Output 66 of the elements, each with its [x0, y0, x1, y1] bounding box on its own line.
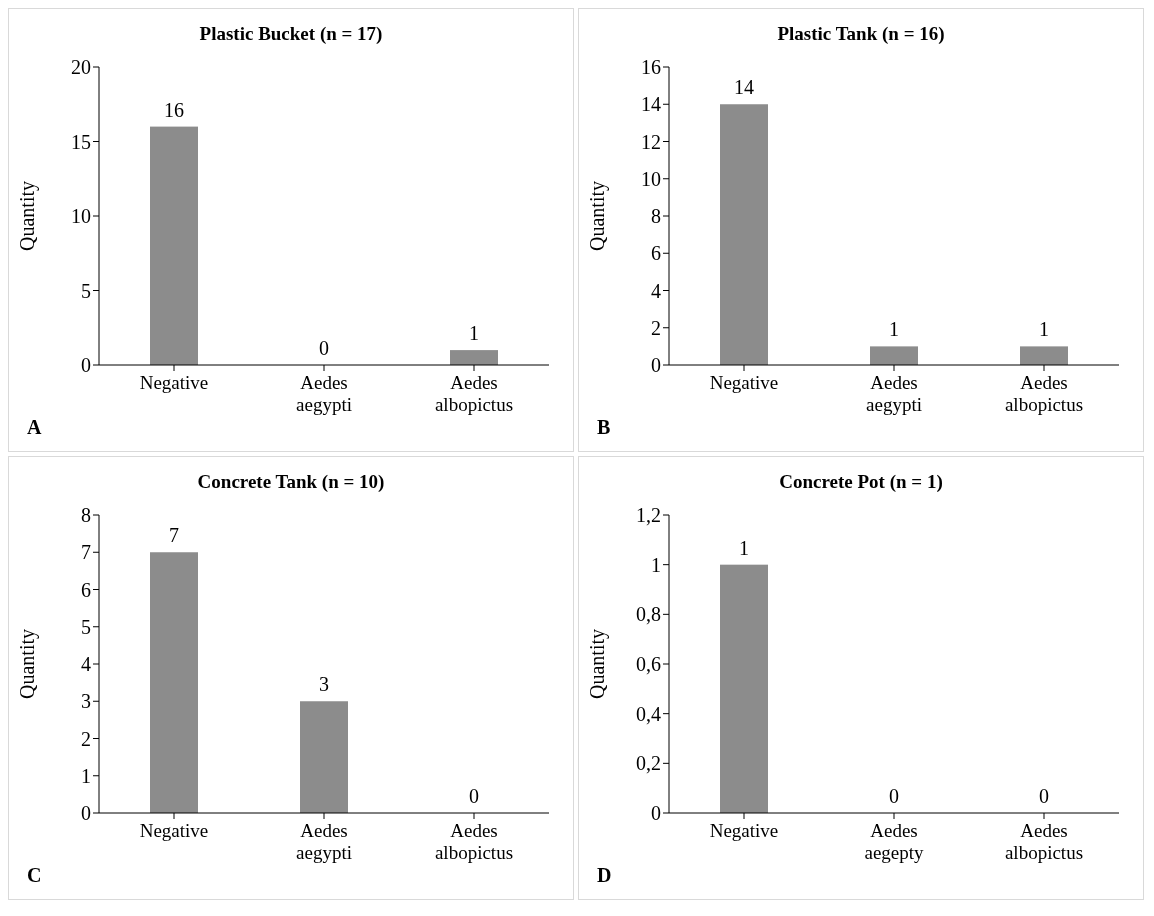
text: A: [27, 416, 42, 439]
y-tick-label: 0: [81, 354, 91, 377]
y-tick-label: 6: [81, 578, 91, 601]
y-tick-label: 1: [651, 553, 661, 576]
y-tick-label: 7: [81, 541, 91, 564]
text: B: [597, 416, 611, 439]
data-label: 3: [319, 673, 329, 696]
chart-title: Plastic Tank (n = 16): [776, 23, 946, 45]
data-label: 16: [164, 98, 184, 121]
data-label: 0: [469, 785, 479, 807]
chart-title: Plastic Bucket (n = 17): [198, 23, 384, 45]
y-tick-label: 12: [641, 130, 661, 153]
y-tick-label: 15: [71, 130, 91, 153]
y-tick-label: 1,2: [636, 504, 661, 527]
data-label: 1: [1039, 318, 1049, 341]
x-tick-label: Aedes albopictus: [434, 372, 514, 415]
chart-title: Concrete Pot (n = 1): [778, 471, 944, 493]
data-label: 1: [469, 322, 479, 345]
y-tick-label: 0: [81, 802, 91, 825]
y-tick-label: 1: [81, 764, 91, 787]
y-tick-label: 0,4: [636, 702, 661, 725]
y-tick-label: 0,8: [636, 603, 661, 626]
x-tick-label: Negative: [139, 820, 209, 841]
y-tick-label: 3: [81, 690, 91, 713]
y-axis-title: Quantity: [16, 181, 40, 251]
x-tick-label: Aedes aegypti: [296, 820, 352, 863]
y-tick-label: 2: [81, 727, 91, 750]
y-tick-label: 14: [641, 93, 661, 116]
y-tick-label: 20: [71, 56, 91, 79]
y-tick-label: 0,2: [636, 752, 661, 775]
y-tick-label: 5: [81, 279, 91, 302]
y-tick-label: 8: [81, 504, 91, 527]
y-tick-label: 5: [81, 615, 91, 638]
data-label: 0: [319, 337, 329, 359]
data-label: 1: [889, 318, 899, 341]
data-label: 0: [1039, 785, 1049, 807]
x-tick-label: Aedes aegepty: [864, 820, 925, 863]
data-label: 0: [889, 785, 899, 807]
y-axis-title: Quantity: [16, 629, 40, 699]
y-tick-label: 0,6: [636, 653, 661, 676]
text: C: [27, 864, 42, 887]
y-tick-label: 10: [71, 205, 91, 228]
data-label: 14: [734, 76, 754, 99]
text: D: [597, 864, 612, 887]
x-tick-label: Aedes aegypti: [866, 372, 922, 415]
x-tick-label: Aedes albopictus: [1004, 820, 1084, 863]
data-label: 7: [169, 524, 179, 547]
x-tick-label: Negative: [139, 372, 209, 393]
y-tick-label: 2: [651, 316, 661, 339]
y-tick-label: 6: [651, 242, 661, 265]
x-tick-label: Negative: [709, 820, 779, 841]
chart-title: Concrete Tank (n = 10): [196, 471, 386, 493]
data-label: 1: [739, 536, 749, 559]
y-tick-label: 4: [81, 653, 91, 676]
y-tick-label: 8: [651, 205, 661, 228]
x-tick-label: Negative: [709, 372, 779, 393]
y-tick-label: 0: [651, 802, 661, 825]
y-tick-label: 16: [641, 56, 661, 79]
x-tick-label: Aedes albopictus: [434, 820, 514, 863]
y-tick-label: 0: [651, 354, 661, 377]
x-tick-label: Aedes albopictus: [1004, 372, 1084, 415]
y-tick-label: 4: [651, 279, 661, 302]
y-tick-label: 10: [641, 167, 661, 190]
y-axis-title: Quantity: [586, 181, 610, 251]
y-axis-title: Quantity: [586, 629, 610, 699]
x-tick-label: Aedes aegypti: [296, 372, 352, 415]
